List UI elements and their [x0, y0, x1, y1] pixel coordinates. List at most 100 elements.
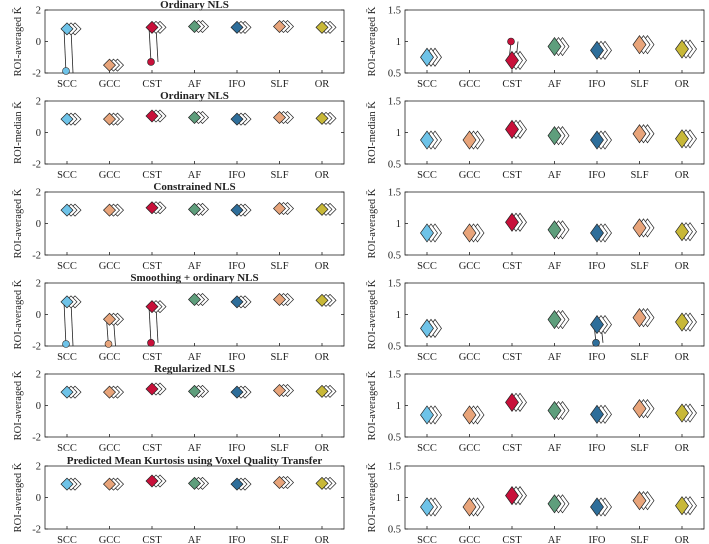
- x-tick-label: GCC: [459, 443, 481, 454]
- x-tick-label: OR: [315, 79, 330, 90]
- x-tick-label: OR: [675, 443, 690, 454]
- data-point: [315, 202, 329, 216]
- x-tick-label: AF: [188, 79, 202, 90]
- data-point: [145, 20, 159, 34]
- x-tick-label: OR: [315, 535, 330, 544]
- y-tick-label: -2: [32, 525, 41, 536]
- panel-title: Ordinary NLS: [160, 90, 229, 102]
- x-tick-label: SCC: [57, 352, 77, 363]
- outlier-line: [63, 301, 67, 347]
- x-tick-label: SCC: [57, 535, 77, 544]
- y-tick-label: 2: [36, 97, 41, 108]
- data-point: [60, 295, 74, 309]
- x-tick-label: CST: [142, 535, 162, 544]
- data-point: [230, 20, 244, 34]
- y-tick-label: 2: [36, 6, 41, 17]
- x-tick-label: OR: [675, 170, 690, 181]
- x-tick-label: SCC: [417, 535, 437, 544]
- x-tick-label: IFO: [229, 535, 246, 544]
- data-point: [273, 384, 286, 398]
- x-tick-label: IFO: [229, 79, 246, 90]
- data-point: [547, 309, 562, 330]
- x-tick-label: AF: [548, 352, 562, 363]
- data-point: [420, 497, 434, 517]
- x-tick-label: OR: [675, 261, 690, 272]
- y-tick-label: -2: [32, 69, 41, 80]
- panel-title: Regularized NLS: [154, 363, 235, 375]
- data-point: [145, 300, 159, 314]
- y-tick-label: -2: [32, 433, 41, 444]
- x-tick-label: CST: [142, 352, 162, 363]
- data-point: [273, 20, 286, 34]
- data-point: [590, 314, 604, 335]
- panel-right-6: 0.5 1 1.5 ROI-averaged K̄ SCC GCC CST AF IFO SLF O…: [366, 462, 705, 544]
- data-point: [505, 392, 519, 412]
- y-tick-label: 1.5: [388, 97, 401, 108]
- x-tick-label: OR: [315, 170, 330, 181]
- data-point: [547, 494, 562, 514]
- x-tick-label: GCC: [459, 261, 481, 272]
- outlier-point: [507, 37, 515, 46]
- y-tick-label: 1: [396, 37, 401, 48]
- data-point: [60, 22, 74, 36]
- data-point: [145, 109, 159, 123]
- data-point: [462, 405, 477, 425]
- data-point: [675, 312, 689, 332]
- y-tick-label: 1.5: [388, 188, 401, 199]
- x-tick-label: GCC: [99, 443, 121, 454]
- data-point: [420, 318, 434, 338]
- y-tick-label: -2: [32, 160, 41, 171]
- x-tick-label: IFO: [229, 352, 246, 363]
- x-tick-label: AF: [188, 535, 202, 544]
- data-point: [590, 223, 604, 243]
- x-tick-label: SCC: [57, 170, 77, 181]
- outlier-line: [70, 28, 74, 74]
- x-tick-label: SCC: [417, 170, 437, 181]
- outlier-point: [147, 58, 155, 66]
- data-point: [188, 476, 201, 490]
- y-tick-label: 0: [36, 37, 41, 48]
- panel-left-5: Regularized NLS -2 0 2 ROI-averaged K̄ SCC GCC…: [12, 363, 345, 454]
- y-tick-label: 1: [396, 128, 401, 139]
- data-point: [315, 293, 329, 307]
- x-tick-label: SLF: [270, 535, 288, 544]
- x-tick-label: GCC: [99, 79, 121, 90]
- y-axis-label: ROI-averaged K̄: [366, 462, 378, 532]
- data-point: [420, 130, 434, 150]
- data-point: [675, 39, 689, 59]
- data-point: [462, 223, 477, 243]
- data-point: [230, 112, 244, 126]
- y-axis-label: ROI-averaged K̄: [366, 6, 378, 76]
- data-point: [230, 203, 244, 217]
- x-tick-label: AF: [548, 170, 562, 181]
- x-tick-label: AF: [548, 535, 562, 544]
- y-tick-label: 1.5: [388, 370, 401, 381]
- x-tick-label: GCC: [99, 170, 121, 181]
- data-point: [188, 111, 201, 125]
- data-point: [145, 474, 159, 488]
- x-tick-label: AF: [188, 170, 202, 181]
- y-tick-label: 0.5: [388, 433, 401, 444]
- panel-left-2: Ordinary NLS -2 0 2 ROI-median K̄ SCC GCC CST AF…: [12, 90, 345, 181]
- x-tick-label: CST: [142, 261, 162, 272]
- y-tick-label: 1: [396, 310, 401, 321]
- y-axis-label: ROI-averaged K̄: [12, 370, 24, 440]
- axes-frame: [44, 191, 345, 256]
- data-point: [103, 203, 116, 217]
- y-axis-label: ROI-median K̄: [366, 101, 378, 164]
- data-point: [188, 293, 201, 307]
- outlier-line: [148, 27, 152, 62]
- x-tick-label: OR: [315, 443, 330, 454]
- data-point: [505, 119, 519, 139]
- data-point: [273, 476, 286, 490]
- y-tick-label: 2: [36, 462, 41, 473]
- data-point: [632, 218, 647, 238]
- y-tick-label: 0.5: [388, 342, 401, 353]
- y-tick-label: 2: [36, 188, 41, 199]
- y-axis-label: ROI-averaged K̄: [12, 462, 24, 532]
- y-tick-label: 0: [36, 219, 41, 230]
- y-tick-label: 1: [396, 493, 401, 504]
- data-point: [632, 491, 647, 511]
- y-tick-label: 2: [36, 279, 41, 290]
- data-point: [590, 130, 604, 150]
